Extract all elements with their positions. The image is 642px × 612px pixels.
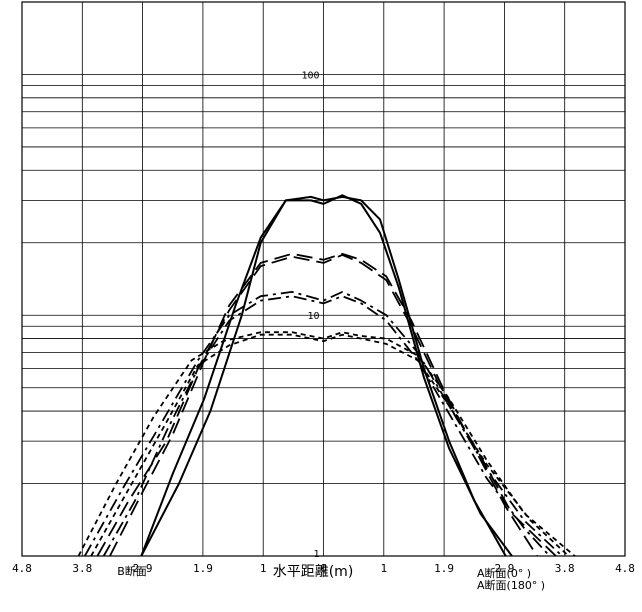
- series-line-2: [140, 194, 513, 557]
- x-tick-label: 1.9: [193, 562, 213, 575]
- y-tick-label: 10: [307, 311, 319, 322]
- x-tick-label: 4.8: [615, 562, 635, 575]
- y-tick-label: 1: [313, 549, 319, 560]
- series-line-5: [84, 290, 563, 557]
- series-line-6: [102, 295, 551, 557]
- curves: [77, 194, 576, 557]
- y-tick-label: 100: [301, 70, 319, 81]
- x-tick-label: 1: [380, 562, 387, 575]
- series-line-7: [77, 331, 576, 557]
- section-label-b: B断面: [117, 564, 147, 578]
- x-tick-label: 3.8: [72, 562, 92, 575]
- series-line-8: [90, 333, 570, 557]
- grid: [22, 1, 625, 556]
- x-tick-label: 1: [260, 562, 267, 575]
- x-tick-label: 3.8: [555, 562, 575, 575]
- section-label-a-0: A断面(0° ): [477, 566, 531, 580]
- x-tick-label: 2.9: [494, 562, 514, 575]
- plot-frame: [21, 1, 626, 557]
- series-line-4: [96, 253, 557, 557]
- x-axis-title: 水平距離(m): [273, 563, 354, 580]
- section-label-a-180: A断面(180° ): [477, 578, 545, 592]
- x-tick-label: 4.8: [12, 562, 32, 575]
- x-tick-label: 2.9: [133, 562, 153, 575]
- x-tick-label: 0: [320, 562, 327, 575]
- x-tick-label: 1.9: [434, 562, 454, 575]
